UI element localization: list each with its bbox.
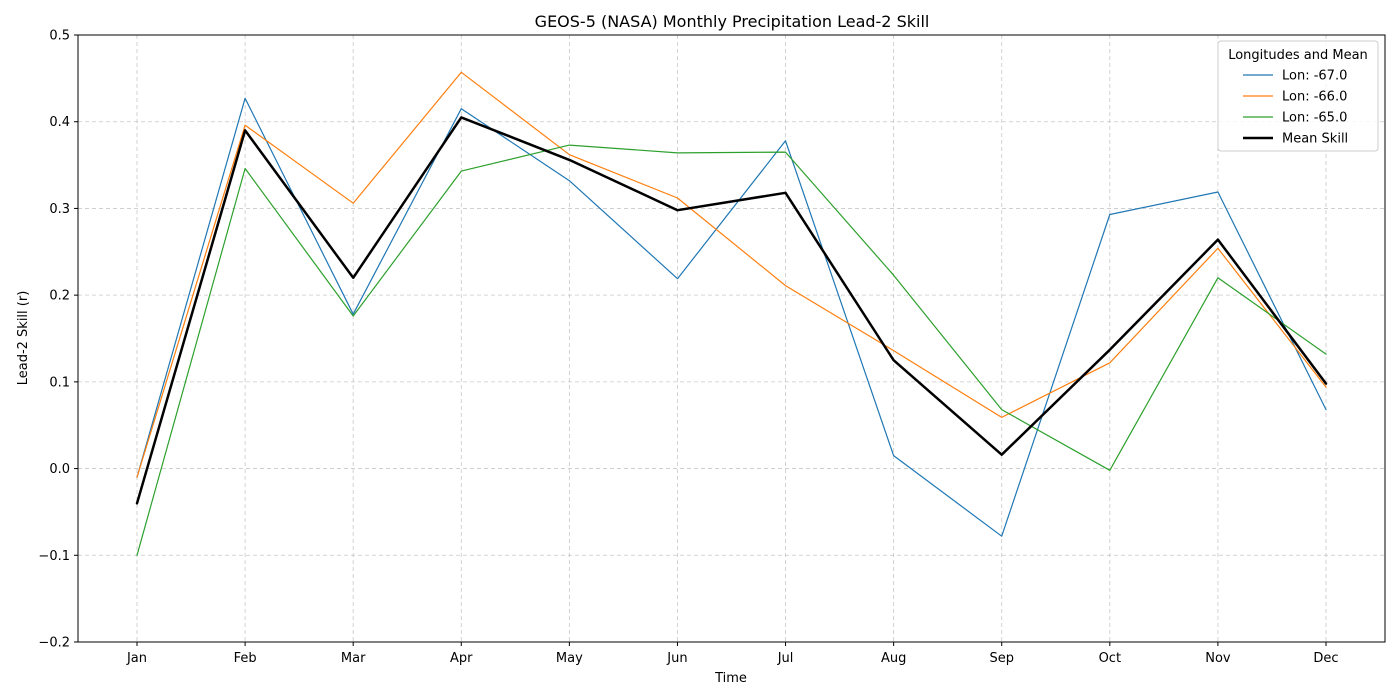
y-axis-label: Lead-2 Skill (r) — [16, 291, 31, 386]
series-lines — [135, 71, 1328, 556]
y-tick-label: 0.0 — [49, 462, 70, 477]
y-tick-label: 0.5 — [49, 29, 70, 44]
x-tick-label: Feb — [234, 651, 257, 666]
x-tick-label: Apr — [450, 651, 473, 666]
y-tick-label: 0.1 — [49, 375, 70, 390]
plot-frame — [77, 34, 1386, 643]
axis-ticks: Jan Feb Mar Apr May Jun Jul Aug Sep Oct Nov Dec −0.2… — [38, 29, 1338, 667]
series-line-mean-skill — [135, 116, 1328, 505]
x-tick-label: May — [556, 651, 583, 666]
x-tick-label: Oct — [1099, 651, 1121, 666]
x-tick-label: Aug — [881, 651, 906, 666]
x-tick-label: Mar — [341, 651, 366, 666]
x-tick-label: Jan — [126, 651, 147, 666]
series-line-lon-67-0 — [136, 97, 1327, 537]
legend-entry-label: Lon: -65.0 — [1282, 111, 1347, 126]
x-tick-label: Sep — [989, 651, 1014, 666]
y-tick-label: 0.2 — [49, 289, 70, 304]
x-tick-label: Nov — [1205, 651, 1231, 666]
y-tick-label: −0.1 — [38, 549, 70, 564]
y-tick-label: −0.2 — [38, 636, 70, 651]
x-tick-label: Dec — [1313, 651, 1338, 666]
legend-box — [1217, 40, 1379, 152]
chart-title: GEOS-5 (NASA) Monthly Precipitation Lead… — [535, 12, 930, 31]
legend-entry-label: Lon: -67.0 — [1282, 69, 1347, 84]
legend-entry-label: Lon: -66.0 — [1282, 90, 1347, 105]
y-tick-label: 0.3 — [49, 202, 70, 217]
series-line-lon-66-0 — [136, 71, 1327, 478]
x-axis-label: Time — [714, 671, 747, 686]
series-line-lon-65-0 — [136, 144, 1327, 556]
legend-title: Longitudes and Mean — [1228, 48, 1368, 63]
y-tick-label: 0.4 — [49, 115, 70, 130]
x-tick-label: Jun — [666, 651, 687, 666]
legend: Longitudes and Mean Lon: -67.0 Lon: -66.0… — [1217, 40, 1379, 152]
x-tick-label: Jul — [777, 651, 794, 666]
legend-entry-label: Mean Skill — [1282, 132, 1348, 147]
